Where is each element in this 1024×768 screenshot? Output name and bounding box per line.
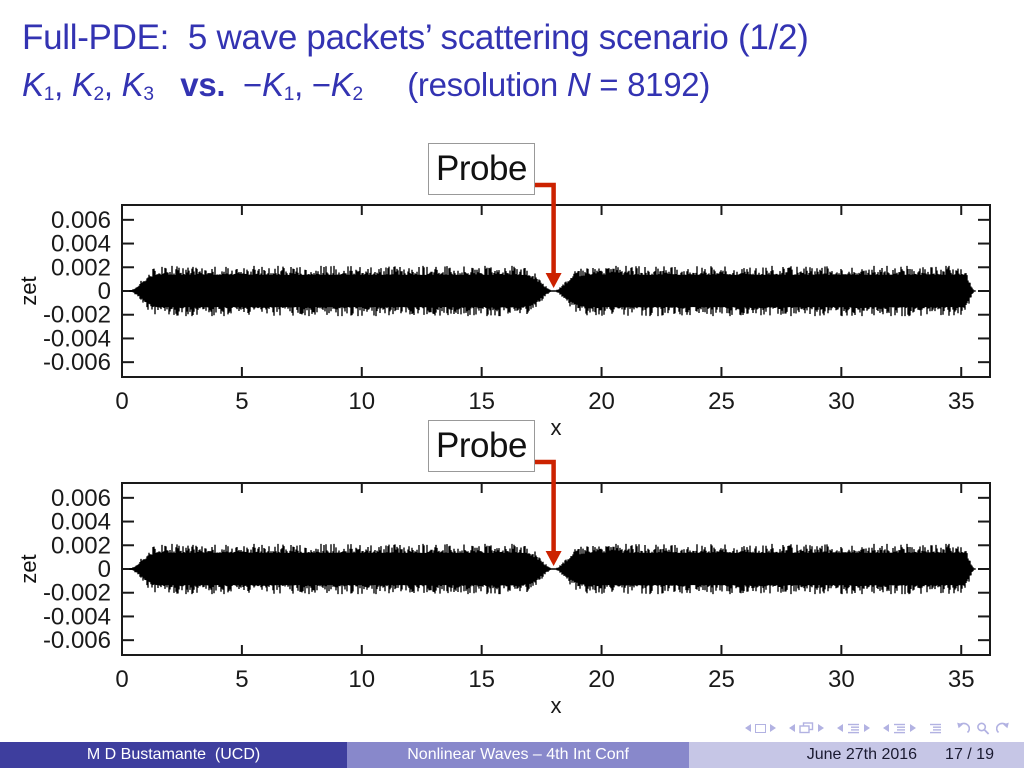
nav-slide-group (745, 723, 776, 733)
y-tick-label: -0.002 (43, 580, 111, 607)
slide-icon[interactable] (755, 723, 766, 733)
prev-slide-icon[interactable] (745, 724, 751, 732)
title-block: Full-PDE: 5 wave packets’ scattering sce… (22, 16, 809, 107)
probe-label-bottom: Probe (428, 420, 535, 472)
x-tick-label: 5 (235, 666, 248, 693)
x-tick-label: 25 (708, 666, 735, 693)
next-section-icon[interactable] (910, 724, 916, 732)
footer-bar: M D Bustamante (UCD) Nonlinear Waves – 4… (0, 742, 1024, 768)
footer-event: Nonlinear Waves – 4th Int Conf (347, 742, 690, 768)
y-tick-label: -0.006 (43, 349, 111, 376)
y-tick-label: 0.002 (51, 532, 111, 559)
waveform (129, 265, 976, 317)
section-list-icon[interactable] (893, 723, 906, 734)
y-tick-label: -0.006 (43, 627, 111, 654)
x-tick-label: 0 (115, 666, 128, 693)
x-tick-label: 30 (828, 666, 855, 693)
nav-frame-group (789, 722, 824, 734)
probe-arrowhead (545, 273, 562, 288)
x-tick-label: 20 (588, 388, 615, 415)
y-tick-label: 0 (98, 278, 111, 305)
footer-author: M D Bustamante (UCD) (0, 742, 348, 768)
x-tick-label: 35 (948, 666, 975, 693)
y-axis-label-bottom: zet (16, 554, 41, 584)
probe-arrow-line (525, 459, 556, 552)
history-back-icon[interactable] (955, 722, 970, 735)
frames-icon[interactable] (799, 722, 814, 734)
beamer-navigation-bar (745, 719, 1011, 737)
slide-title: Full-PDE: 5 wave packets’ scattering sce… (22, 18, 809, 57)
y-tick-label: 0.006 (51, 207, 111, 234)
subsection-list-icon[interactable] (847, 723, 860, 734)
prev-frame-icon[interactable] (789, 724, 795, 732)
waveform (129, 543, 976, 595)
x-tick-label: 10 (348, 666, 375, 693)
next-subsection-icon[interactable] (864, 724, 870, 732)
footer-page-number: 17 / 19 (945, 746, 994, 763)
history-forward-icon[interactable] (996, 722, 1011, 735)
x-tick-label: 10 (348, 388, 375, 415)
x-tick-label: 15 (468, 388, 495, 415)
next-frame-icon[interactable] (818, 724, 824, 732)
y-axis-label-top: zet (16, 276, 41, 306)
wave-plot-bottom: 0 5 10 15 20 25 30 350.0060.0040.0020-0.002-0.0… (43, 459, 991, 715)
nav-subsection-group (837, 723, 870, 734)
wave-plot-top: 0 5 10 15 20 25 30 350.0060.0040.0020-0.002-0.0… (43, 182, 991, 440)
prev-section-icon[interactable] (883, 724, 889, 732)
prev-subsection-icon[interactable] (837, 724, 843, 732)
y-tick-label: -0.004 (43, 603, 111, 630)
probe-arrow-line (525, 182, 556, 274)
x-axis-label: x (551, 693, 562, 715)
footer-right: June 27th 2016 17 / 19 (689, 742, 1024, 768)
y-tick-label: -0.002 (43, 302, 111, 329)
y-tick-label: 0 (98, 556, 111, 583)
x-tick-label: 25 (708, 388, 735, 415)
search-icon[interactable] (976, 721, 990, 735)
y-tick-label: -0.004 (43, 325, 111, 352)
x-tick-label: 0 (115, 388, 128, 415)
x-tick-label: 35 (948, 388, 975, 415)
probe-arrowhead (545, 551, 562, 566)
footer-date: June 27th 2016 (806, 746, 918, 763)
probe-label-top: Probe (428, 143, 535, 195)
x-tick-label: 5 (235, 388, 248, 415)
appendix-list-icon[interactable] (929, 723, 942, 734)
slide-subtitle: K1, K2, K3 vs. −K1, −K2 (resolution N = … (22, 65, 711, 105)
nav-history-group (955, 721, 1011, 735)
next-slide-icon[interactable] (770, 724, 776, 732)
nav-section-group (883, 723, 916, 734)
y-tick-label: 0.002 (51, 254, 111, 281)
x-tick-label: 15 (468, 666, 495, 693)
x-axis-label: x (551, 415, 562, 440)
y-tick-label: 0.004 (51, 509, 111, 536)
y-tick-label: 0.004 (51, 231, 111, 258)
x-tick-label: 30 (828, 388, 855, 415)
x-tick-label: 20 (588, 666, 615, 693)
y-tick-label: 0.006 (51, 485, 111, 512)
